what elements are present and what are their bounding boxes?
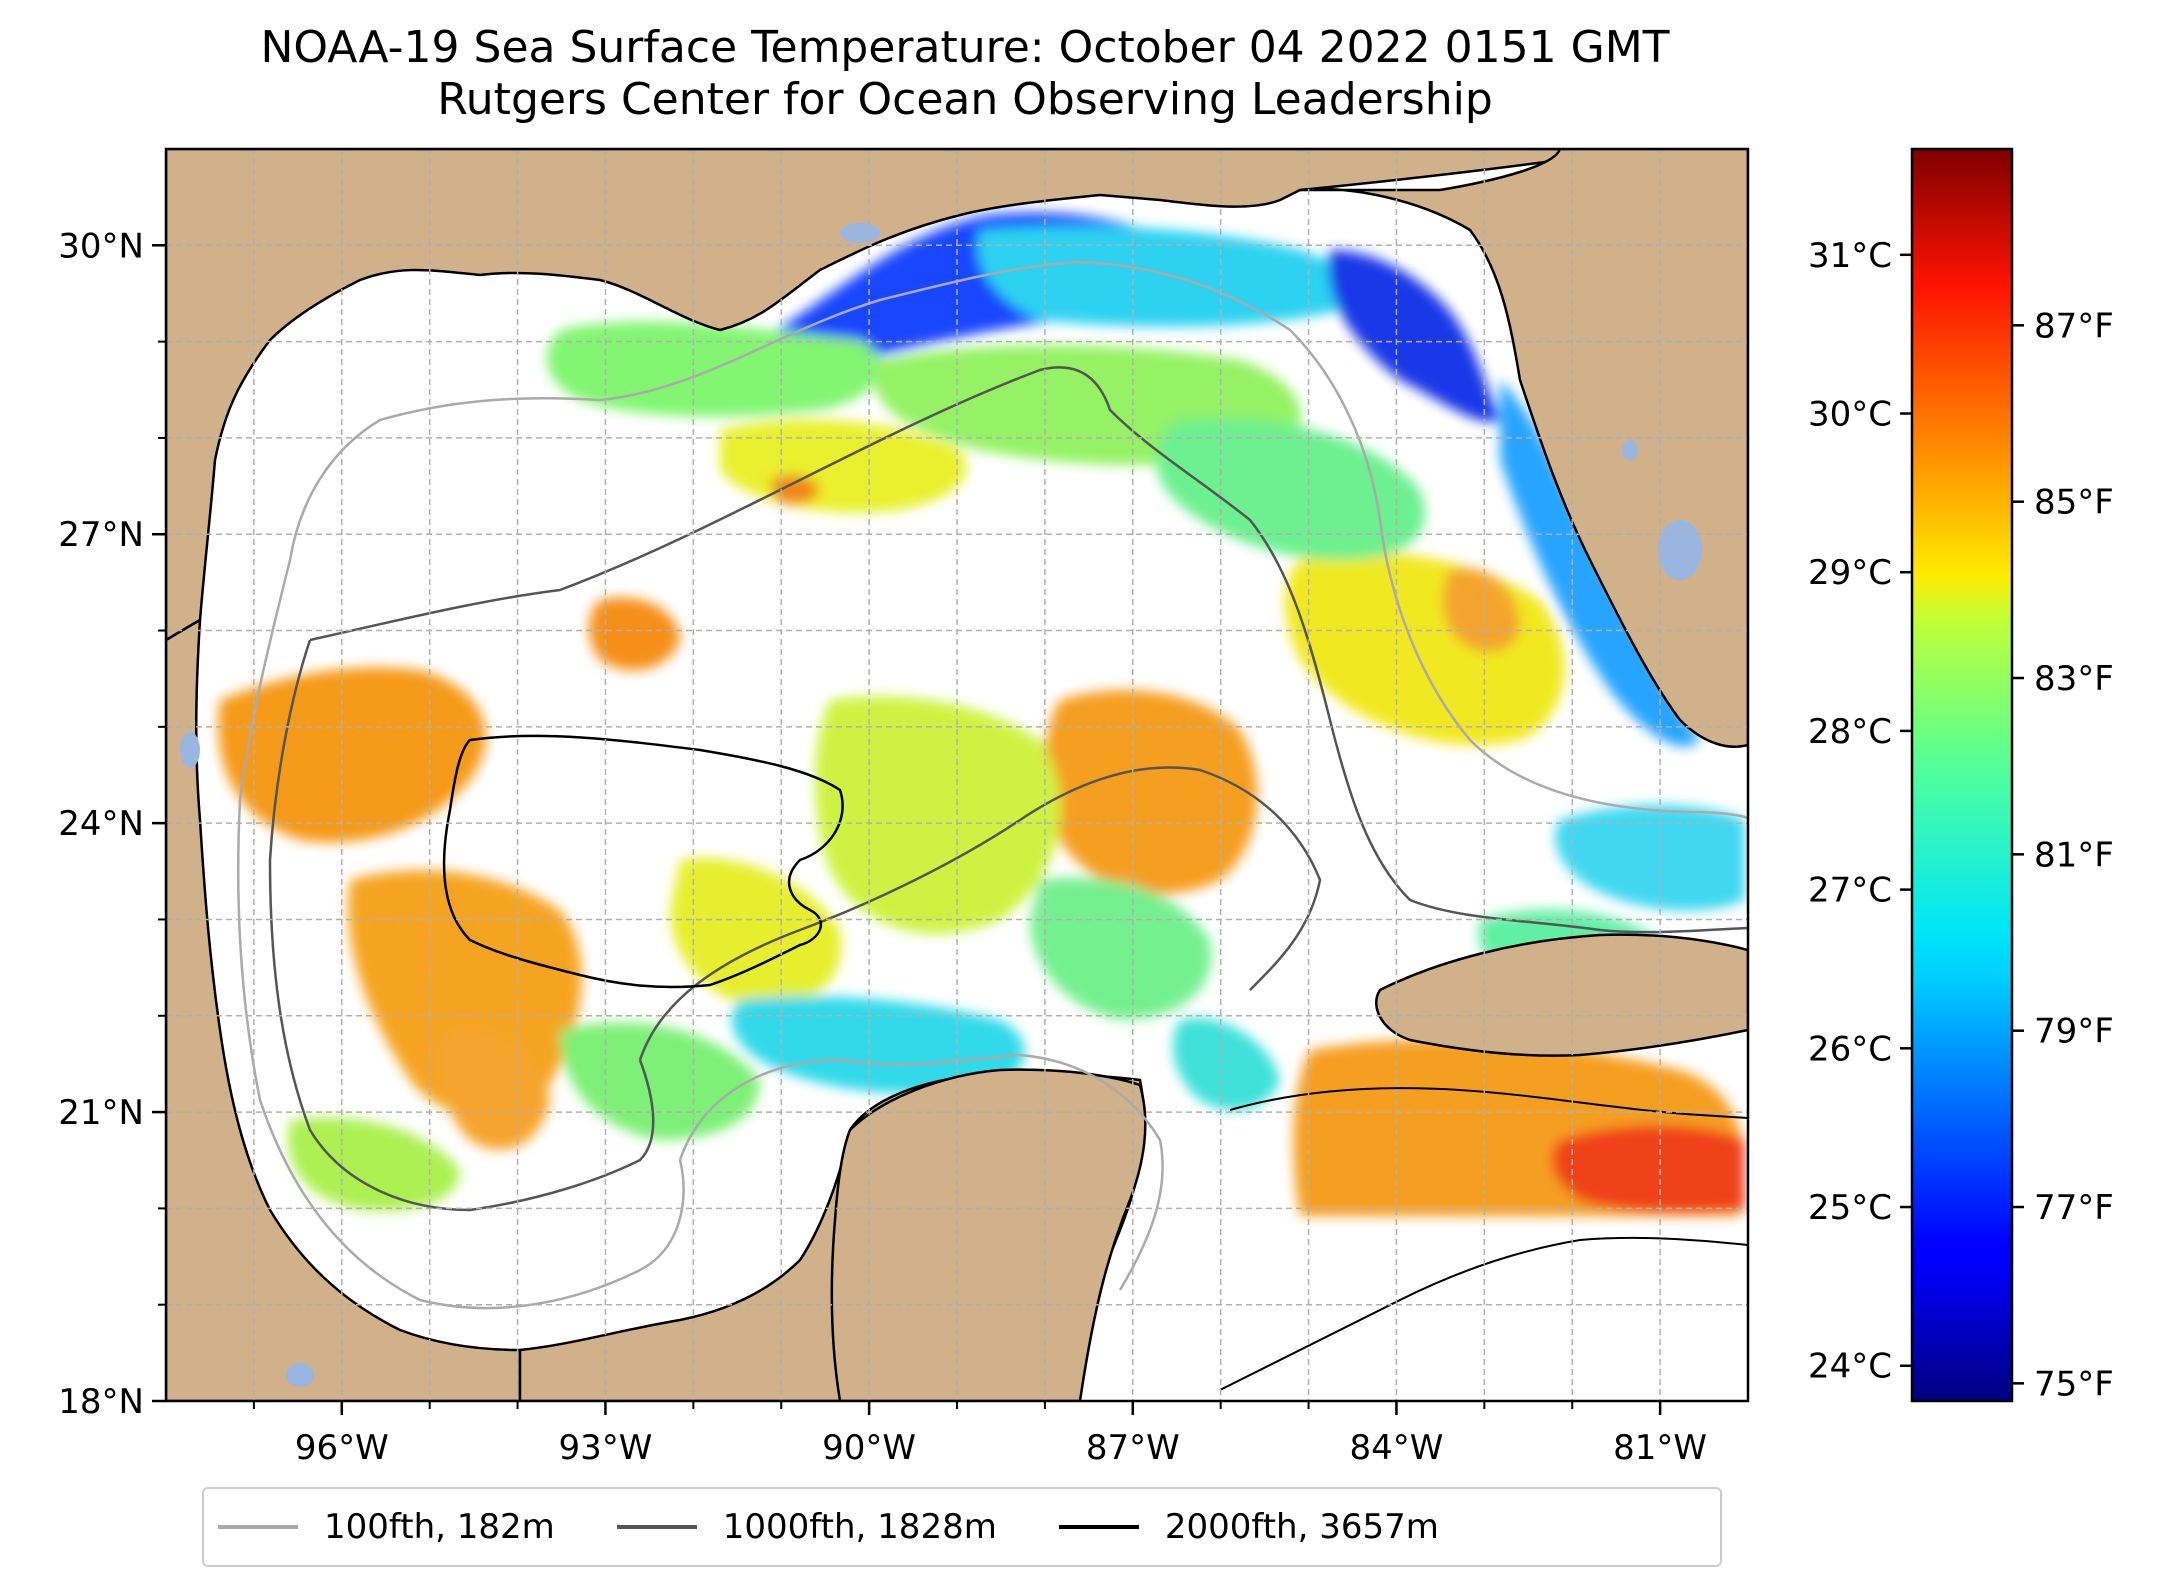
sst-west-orange: [218, 667, 486, 843]
lon-tick-label: 96°W: [295, 1428, 389, 1468]
title-line-2: Rutgers Center for Ocean Observing Leade…: [437, 74, 1493, 125]
contour-2000fth-caribbean: [1219, 1236, 1748, 1391]
colorbar-celsius-label: 30°C: [1808, 395, 1892, 435]
colorbar-gradient: [1912, 149, 2012, 1401]
lat-tick-label: 18°N: [58, 1382, 144, 1422]
land-cuba: [1375, 933, 1748, 1057]
contour-2000fth: [442, 734, 844, 989]
gridlines: [166, 149, 1748, 1401]
colorbar-celsius-label: 28°C: [1808, 712, 1892, 752]
sst-west-orange-north: [588, 597, 680, 671]
sst-orange-small-north: [770, 474, 820, 505]
colorbar-fahrenheit-label: 81°F: [2034, 835, 2114, 875]
contour-100fth-yucatan: [678, 1053, 1164, 1291]
colorbar-celsius-label: 31°C: [1808, 236, 1892, 276]
legend-item-1000fth: 1000fth, 1828m: [616, 1507, 997, 1547]
lake-texas-small: [180, 732, 200, 768]
legend-line-100fth: [218, 1525, 298, 1529]
colorbar-celsius-label: 26°C: [1808, 1029, 1892, 1069]
lakes: [180, 223, 1702, 1387]
lake-pontchartrain: [840, 223, 880, 243]
legend-line-1000fth: [616, 1525, 697, 1529]
contour-100fth: [288, 260, 1748, 820]
colorbar-celsius-label: 27°C: [1808, 871, 1892, 911]
sst-central-mixed: [815, 696, 1061, 934]
contour-2000fth-south: [1229, 1087, 1748, 1119]
colorbar-fahrenheit-axis: 75°F 77°F 79°F 81°F 83°F 85°F 87°F: [2012, 306, 2114, 1404]
lon-tick-label: 87°W: [1086, 1428, 1180, 1468]
lat-tick-label: 30°N: [58, 226, 144, 266]
land-yucatan-peninsula: [830, 1068, 1147, 1401]
lat-tick-label: 24°N: [58, 804, 144, 844]
lake-mexico-small: [286, 1363, 314, 1387]
colorbar-celsius-axis: 24°C 25°C 26°C 27°C 28°C 29°C 30°C 31°C: [1808, 236, 1912, 1387]
legend-item-100fth: 100fth, 182m: [218, 1507, 555, 1547]
sst-south-red: [1551, 1125, 1745, 1213]
bathymetry-contours: [236, 260, 1748, 1391]
colorbar-celsius-label: 25°C: [1808, 1188, 1892, 1228]
lake-florida-small: [1622, 440, 1638, 460]
legend-line-2000fth: [1058, 1525, 1139, 1529]
longitude-axis: 96°W 93°W 90°W 87°W 84°W 81°W: [252, 1401, 1707, 1468]
sst-bigbend-cold: [1328, 250, 1500, 422]
legend-item-2000fth: 2000fth, 3657m: [1058, 1507, 1439, 1547]
map-area: [166, 149, 1748, 1401]
colorbar-fahrenheit-label: 85°F: [2034, 483, 2114, 523]
colorbar-fahrenheit-label: 75°F: [2034, 1364, 2114, 1404]
contour-1000fth-west: [268, 639, 655, 1212]
sst-yucatan-channel-cyan: [1172, 1018, 1280, 1111]
lat-tick-label: 21°N: [58, 1093, 144, 1133]
sst-yucatan-north-cyan: [731, 996, 1025, 1094]
legend-label-100fth: 100fth, 182m: [324, 1507, 555, 1547]
contour-legend: 100fth, 182m 1000fth, 1828m 2000fth, 365…: [202, 1487, 1722, 1567]
land: [166, 149, 1748, 1401]
legend-label-1000fth: 1000fth, 1828m: [722, 1507, 997, 1547]
colorbar-celsius-label: 24°C: [1808, 1347, 1892, 1387]
sst-green-east: [1156, 418, 1426, 560]
sst-florida-straits-cyan: [1555, 805, 1745, 911]
lon-tick-label: 90°W: [822, 1428, 916, 1468]
sst-southwest-orange: [439, 1028, 550, 1150]
lon-tick-label: 84°W: [1349, 1428, 1443, 1468]
lon-tick-label: 93°W: [558, 1428, 652, 1468]
contour-100fth-west: [236, 559, 685, 1310]
colorbar: 24°C 25°C 26°C 27°C 28°C 29°C 30°C 31°C 75°F 77°…: [1808, 147, 2114, 1404]
sst-mid-green: [1030, 877, 1212, 1020]
colorbar-celsius-label: 29°C: [1808, 553, 1892, 593]
contour-1000fth: [309, 366, 1748, 934]
lat-tick-label: 27°N: [58, 515, 144, 555]
land-us-texas-louisiana-alabama: [166, 149, 1562, 642]
colorbar-frame: [1910, 147, 2014, 1403]
lon-tick-label: 81°W: [1613, 1428, 1707, 1468]
latitude-axis: 18°N 21°N 24°N 27°N 30°N: [58, 226, 166, 1422]
land-florida-peninsula: [1298, 149, 1748, 748]
colorbar-fahrenheit-label: 77°F: [2034, 1188, 2114, 1228]
sst-east-orange-eddy: [1442, 568, 1520, 653]
sst-central-orange: [1045, 690, 1258, 895]
sst-bay-campeche-green: [288, 1117, 460, 1211]
colorbar-fahrenheit-label: 87°F: [2034, 306, 2114, 346]
lake-okeechobee: [1658, 520, 1702, 580]
land-texas-west-block: [166, 618, 522, 1401]
legend-label-2000fth: 2000fth, 3657m: [1164, 1507, 1439, 1547]
colorbar-fahrenheit-label: 79°F: [2034, 1012, 2114, 1052]
title-line-1: NOAA-19 Sea Surface Temperature: October…: [260, 22, 1670, 73]
colorbar-fahrenheit-label: 83°F: [2034, 659, 2114, 699]
contour-1000fth-central: [638, 766, 1322, 1061]
